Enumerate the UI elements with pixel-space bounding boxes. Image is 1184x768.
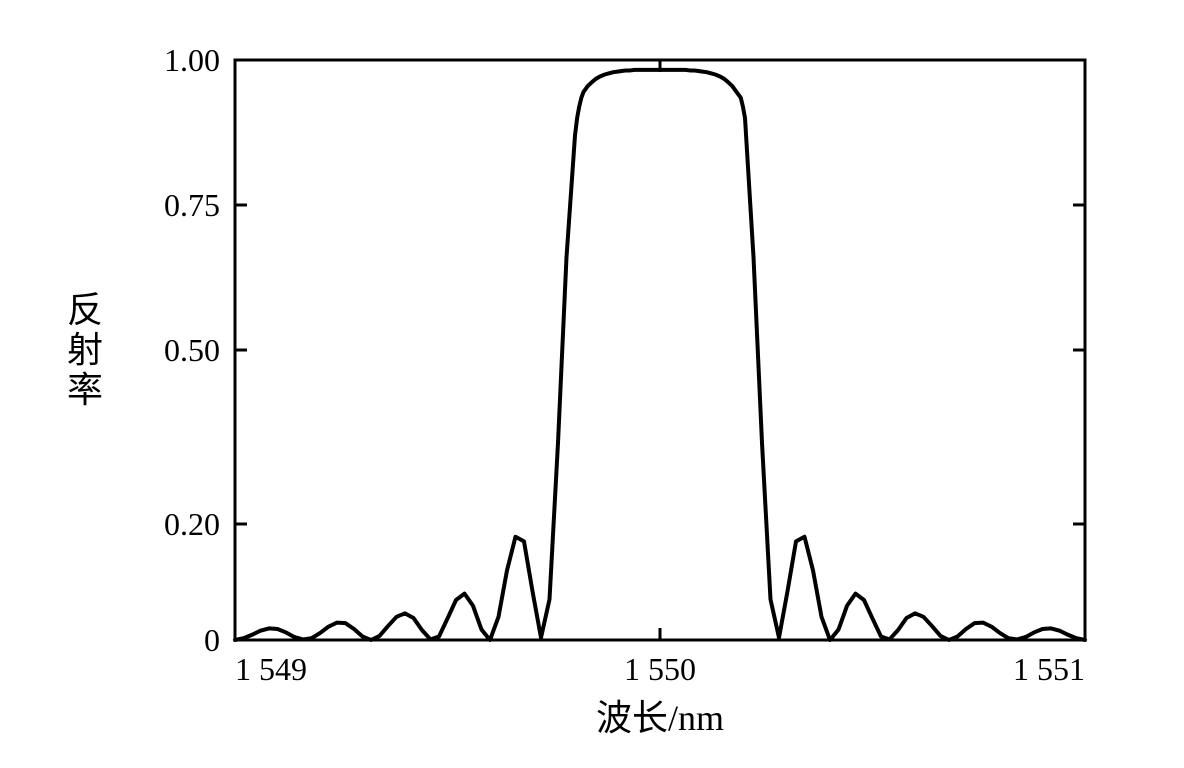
x-tick-label: 1 549 — [235, 651, 307, 687]
y-axis-label-char: 反 — [67, 290, 103, 330]
reflectivity-chart: 1 549 1 550 1 551 0 0.20 0.50 0.75 1.00 波长/nm 反射率 — [0, 0, 1184, 768]
x-tick-label: 1 550 — [624, 651, 696, 687]
reflectivity-curve — [235, 70, 1085, 640]
chart-svg: 1 549 1 550 1 551 0 0.20 0.50 0.75 1.00 波长/nm 反射率 — [0, 0, 1184, 768]
x-axis-label: 波长/nm — [596, 698, 724, 738]
y-axis-label-char: 率 — [67, 370, 103, 410]
y-tick-label: 0.20 — [164, 506, 220, 542]
y-tick-label: 1.00 — [164, 42, 220, 78]
y-tick-label: 0 — [204, 622, 220, 658]
plot-border — [235, 60, 1085, 640]
y-tick-label: 0.50 — [164, 332, 220, 368]
y-axis-label-char: 射 — [67, 330, 103, 370]
y-tick-label: 0.75 — [164, 187, 220, 223]
x-tick-label: 1 551 — [1013, 651, 1085, 687]
